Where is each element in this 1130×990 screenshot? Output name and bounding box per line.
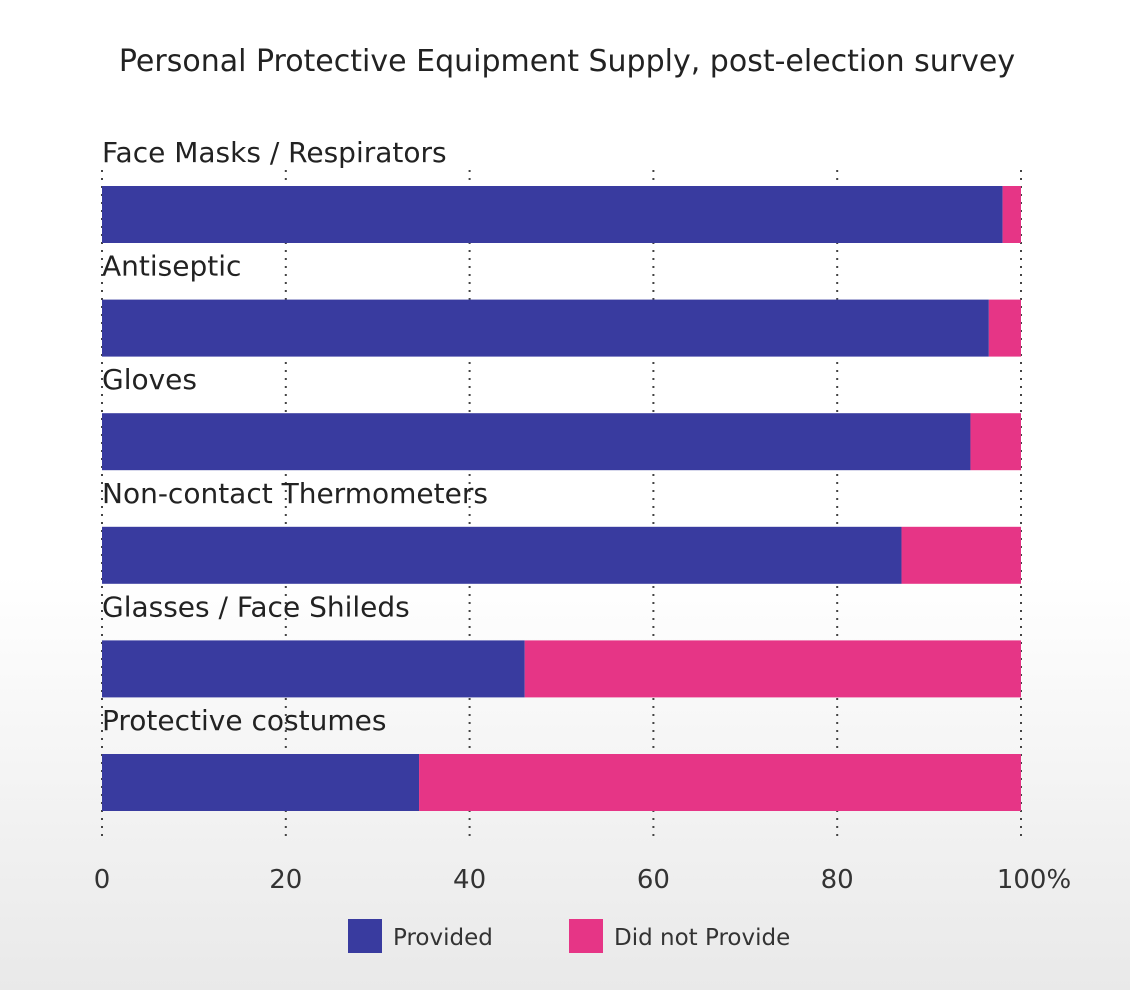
x-axis-ticks: 0 20 40 60 80 100% xyxy=(94,865,1071,895)
category-label: Face Masks / Respirators xyxy=(102,136,447,169)
legend: Provided Did not Provide xyxy=(348,919,790,953)
bar-provided xyxy=(102,754,420,811)
category-label: Non-contact Thermometers xyxy=(102,477,488,510)
chart-title: Personal Protective Equipment Supply, po… xyxy=(119,44,1015,79)
x-tick-label: 80 xyxy=(821,865,854,895)
x-tick-label: 40 xyxy=(453,865,486,895)
legend-swatch-did-not-provide xyxy=(569,919,603,953)
legend-label: Did not Provide xyxy=(614,925,790,951)
bar-provided xyxy=(102,299,989,357)
bars xyxy=(102,186,1021,811)
bar-provided xyxy=(102,186,1003,243)
category-label: Protective costumes xyxy=(102,704,386,737)
bar-provided xyxy=(102,640,525,698)
category-label: Gloves xyxy=(102,363,197,396)
bar-did-not-provide xyxy=(901,526,1021,584)
bar-did-not-provide xyxy=(524,640,1021,698)
bar-did-not-provide xyxy=(970,413,1021,471)
bar-did-not-provide xyxy=(1002,186,1021,243)
legend-label: Provided xyxy=(393,925,493,951)
bar-did-not-provide xyxy=(419,754,1021,811)
x-tick-label: 60 xyxy=(637,865,670,895)
bar-provided xyxy=(102,526,902,584)
x-tick-label: 100% xyxy=(997,865,1071,895)
legend-swatch-provided xyxy=(348,919,382,953)
bar-did-not-provide xyxy=(988,299,1021,357)
x-tick-label: 20 xyxy=(269,865,302,895)
category-labels: Face Masks / Respirators Antiseptic Gloves… xyxy=(102,136,488,737)
category-label: Glasses / Face Shileds xyxy=(102,590,410,623)
x-tick-label: 0 xyxy=(94,865,111,895)
bar-provided xyxy=(102,413,971,471)
category-label: Antiseptic xyxy=(102,250,241,283)
